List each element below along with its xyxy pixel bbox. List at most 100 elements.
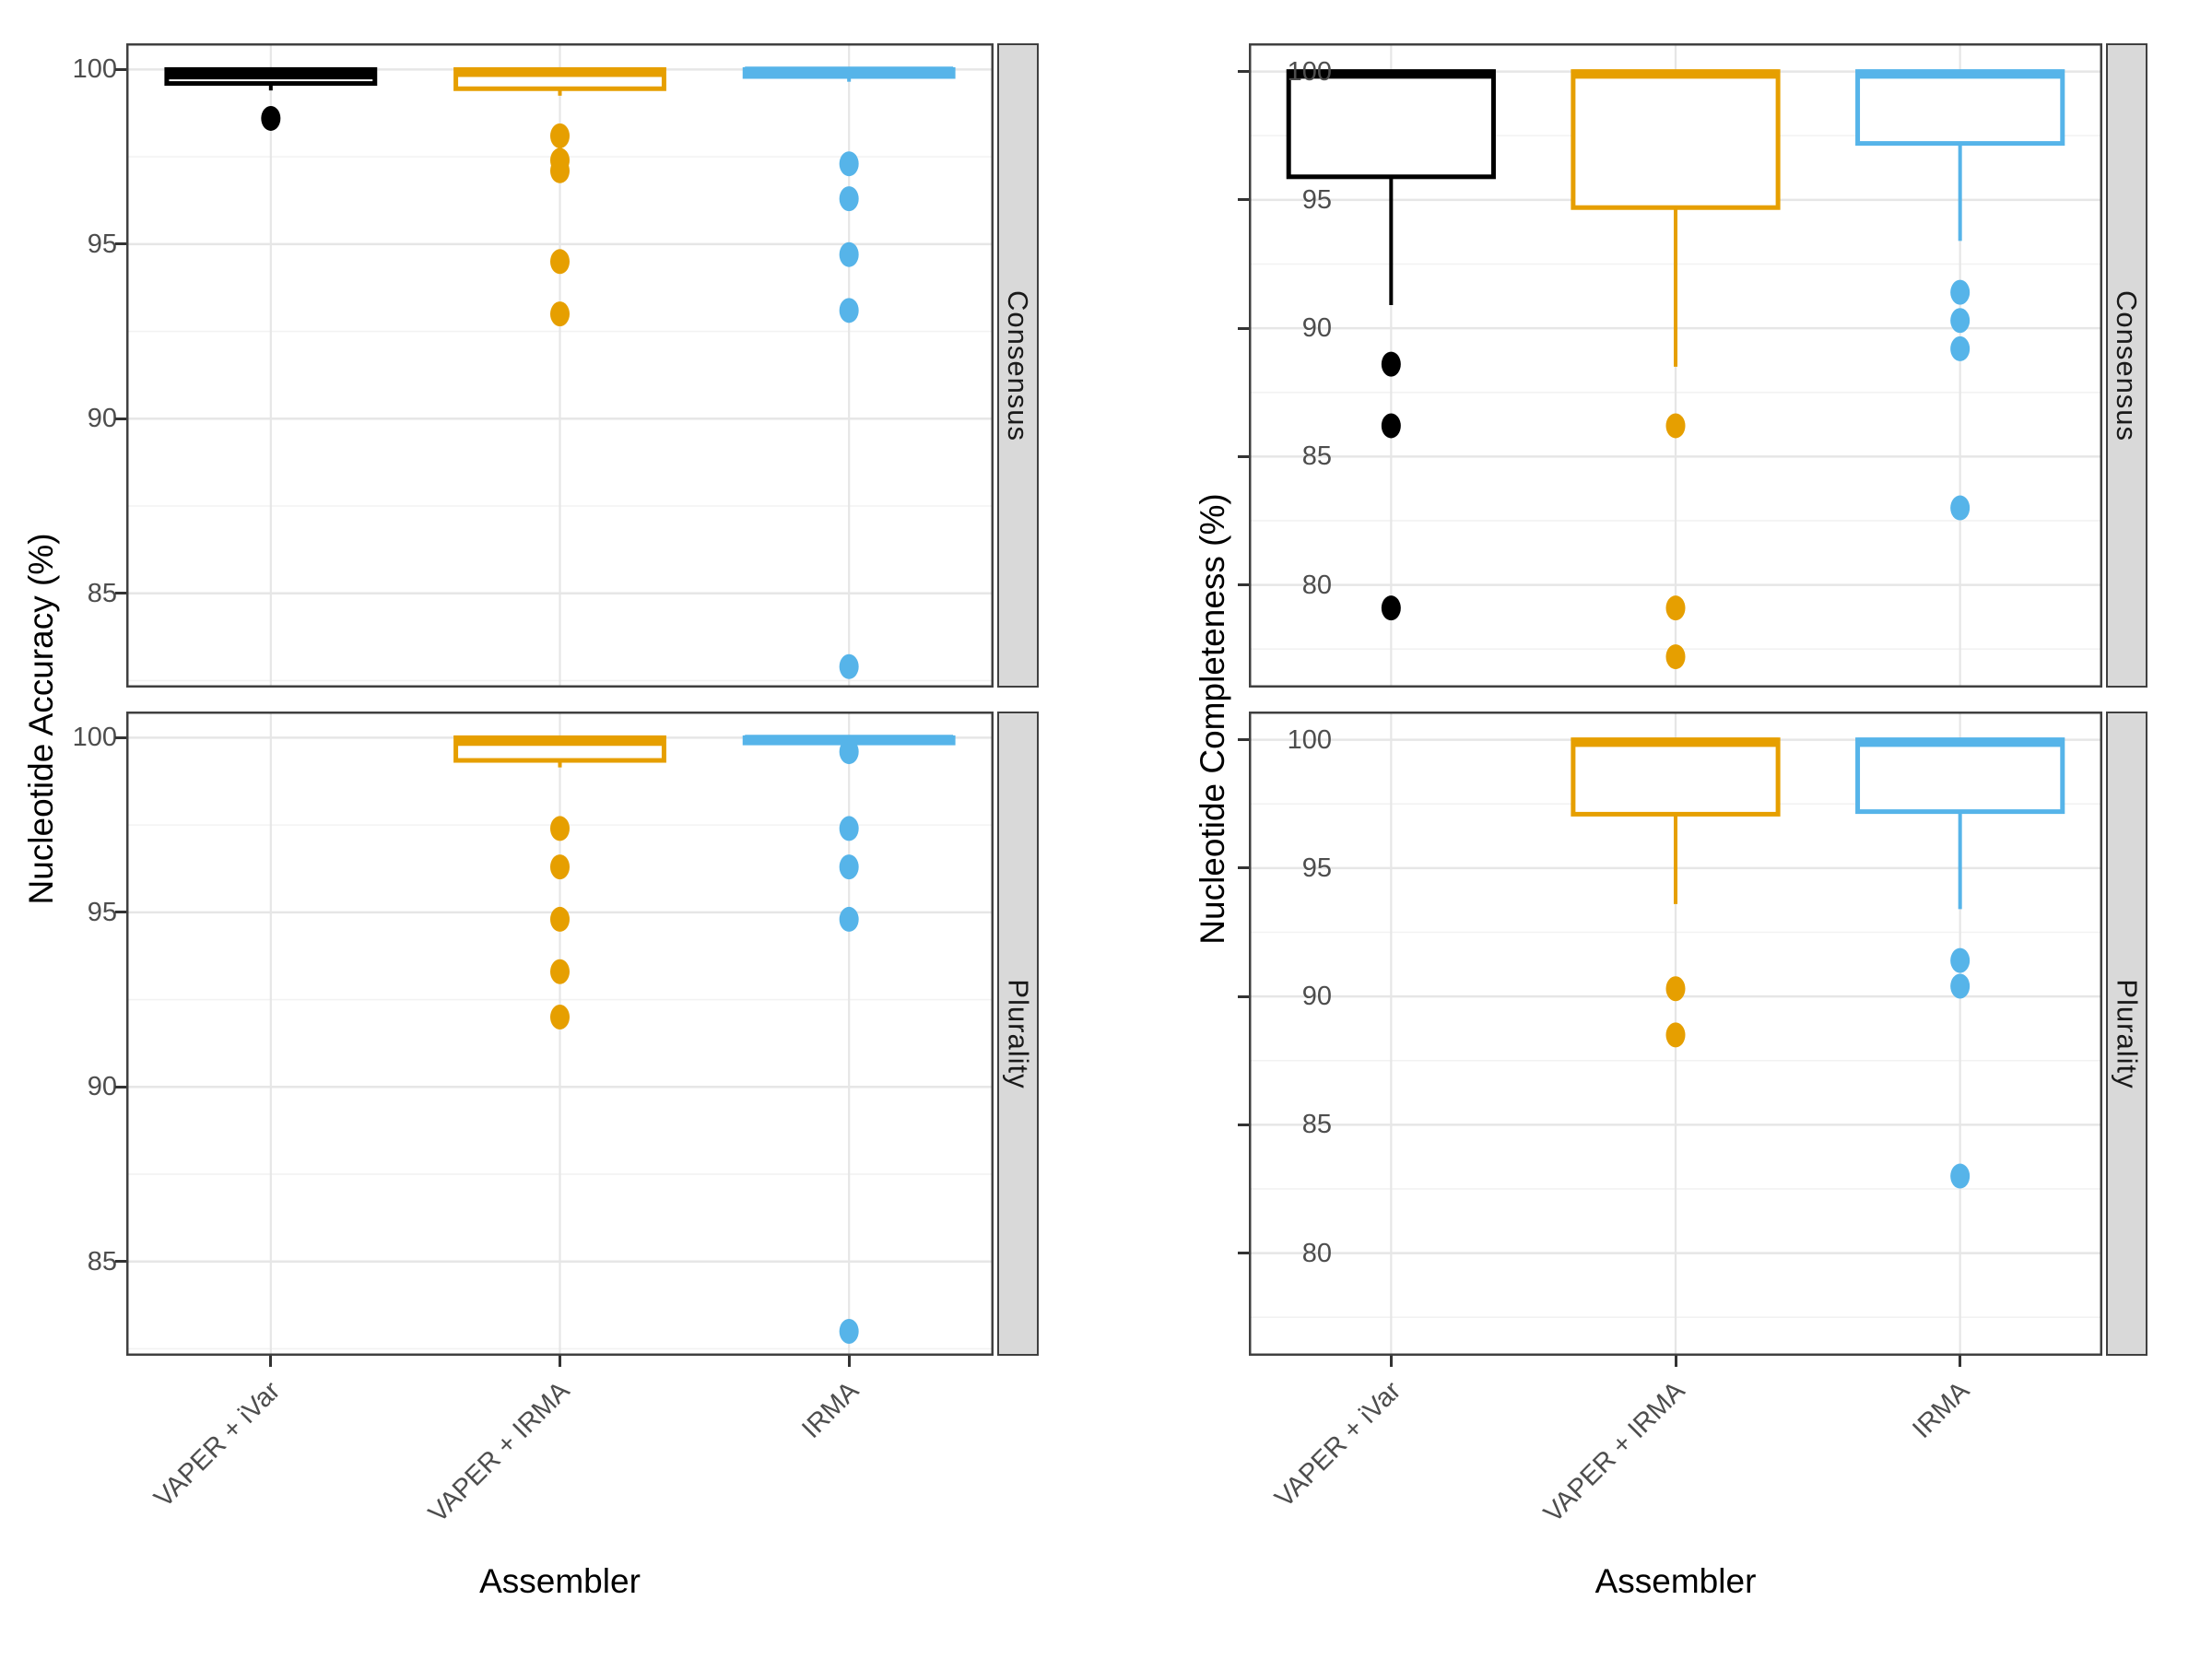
x-tick-mark	[1674, 1356, 1677, 1367]
panel-completeness-plurality	[1249, 712, 2102, 1356]
boxplot-vaperivar	[164, 66, 378, 131]
facet-strip-plurality-right: Plurality	[2106, 712, 2147, 1356]
y-tick-label: 100	[1287, 724, 1332, 755]
boxplot-vaperivar	[1286, 69, 1496, 621]
panel-border	[1249, 43, 2102, 688]
boxplot-vaperirma	[1571, 69, 1781, 670]
panel-border	[126, 43, 994, 688]
outlier-point	[550, 959, 570, 984]
y-tick-label: 80	[1301, 570, 1332, 600]
boxplot-irma	[1855, 737, 2065, 1189]
x-category-label: VAPER + iVar	[148, 1376, 287, 1513]
y-tick-label: 95	[1301, 853, 1332, 883]
facet-strip-label: Consensus	[1002, 289, 1035, 441]
facet-strip-label: Consensus	[2111, 289, 2144, 441]
x-tick-mark	[847, 1356, 851, 1367]
x-category-label: VAPER + iVar	[1269, 1376, 1406, 1513]
y-tick-mark	[115, 242, 126, 246]
facet-strip-label: Plurality	[2111, 978, 2144, 1089]
outlier-point	[839, 186, 859, 212]
y-tick-label: 85	[1301, 441, 1332, 472]
outlier-point	[1665, 1022, 1686, 1048]
box-iqr	[1855, 69, 2065, 147]
y-tick-mark	[1238, 1252, 1249, 1255]
outlier-point	[1950, 495, 1971, 521]
facet-strip-label: Plurality	[1002, 978, 1035, 1089]
boxplot-vaperirma	[453, 66, 666, 327]
boxplot-irma	[742, 735, 956, 1344]
outlier-point	[1665, 413, 1686, 439]
y-tick-label: 100	[72, 54, 117, 85]
x-tick-mark	[1389, 1356, 1393, 1367]
boxplot-panel-svg	[126, 43, 994, 688]
y-tick-mark	[1238, 198, 1249, 202]
outlier-point	[550, 816, 570, 841]
panel-accuracy-consensus	[126, 43, 994, 688]
outlier-point	[1381, 595, 1401, 621]
y-tick-label: 90	[87, 1072, 117, 1102]
y-tick-mark	[115, 417, 126, 420]
y-tick-mark	[115, 1085, 126, 1088]
outlier-point	[839, 816, 859, 841]
y-tick-label: 90	[1301, 982, 1332, 1012]
outlier-point	[1381, 351, 1401, 377]
box-iqr	[1571, 69, 1781, 210]
x-category-label: VAPER + IRMA	[422, 1376, 576, 1529]
outlier-point	[839, 854, 859, 880]
facet-strip-consensus-right: Consensus	[2106, 43, 2147, 688]
outlier-point	[1950, 973, 1971, 999]
boxplot-vaperirma	[453, 735, 666, 1030]
outlier-point	[550, 906, 570, 932]
outlier-point	[839, 906, 859, 932]
y-tick-label: 90	[87, 404, 117, 434]
y-tick-label: 95	[1301, 184, 1332, 215]
outlier-point	[1665, 644, 1686, 670]
x-tick-mark	[559, 1356, 561, 1367]
panel-border	[1249, 712, 2102, 1356]
y-tick-label: 85	[87, 1246, 117, 1277]
x-category-label: IRMA	[1907, 1376, 1976, 1444]
boxplot-irma	[1855, 69, 2065, 521]
outlier-point	[550, 249, 570, 275]
y-tick-label: 95	[87, 897, 117, 927]
outlier-point	[839, 653, 859, 679]
boxplot-irma	[742, 66, 956, 679]
outlier-point	[839, 241, 859, 267]
x-tick-mark	[269, 1356, 273, 1367]
outlier-point	[261, 105, 281, 131]
outlier-point	[1950, 947, 1971, 973]
outlier-point	[839, 298, 859, 324]
y-tick-label: 90	[1301, 313, 1332, 344]
outlier-point	[1381, 413, 1401, 439]
x-category-label: IRMA	[795, 1376, 865, 1444]
y-tick-mark	[1238, 70, 1249, 74]
outlier-point	[550, 158, 570, 183]
y-tick-mark	[1238, 583, 1249, 587]
y-tick-label: 95	[87, 229, 117, 259]
x-category-label: VAPER + IRMA	[1538, 1376, 1691, 1529]
x-tick-mark	[1959, 1356, 1962, 1367]
y-tick-mark	[1238, 1123, 1249, 1126]
y-tick-label: 100	[1287, 56, 1332, 87]
boxplot-panel-svg	[1249, 712, 2102, 1356]
outlier-point	[550, 854, 570, 880]
y-axis-title-completeness: Nucleotide Completeness (%)	[1194, 493, 1231, 945]
x-axis-title-assembler-left: Assembler	[479, 1562, 641, 1600]
y-tick-mark	[1238, 994, 1249, 998]
y-tick-label: 85	[1301, 1110, 1332, 1140]
y-tick-mark	[1238, 866, 1249, 870]
y-tick-mark	[115, 592, 126, 595]
outlier-point	[839, 739, 859, 765]
panel-completeness-consensus	[1249, 43, 2102, 688]
y-tick-mark	[115, 67, 126, 71]
panel-accuracy-plurality	[126, 712, 994, 1356]
outlier-point	[839, 151, 859, 177]
y-tick-mark	[115, 911, 126, 914]
y-tick-mark	[1238, 326, 1249, 330]
y-tick-label: 85	[87, 578, 117, 608]
box-iqr	[1571, 737, 1781, 817]
x-axis-title-assembler-right: Assembler	[1594, 1562, 1757, 1600]
boxplot-panel-svg	[126, 712, 994, 1356]
boxplot-panel-svg	[1249, 43, 2102, 688]
